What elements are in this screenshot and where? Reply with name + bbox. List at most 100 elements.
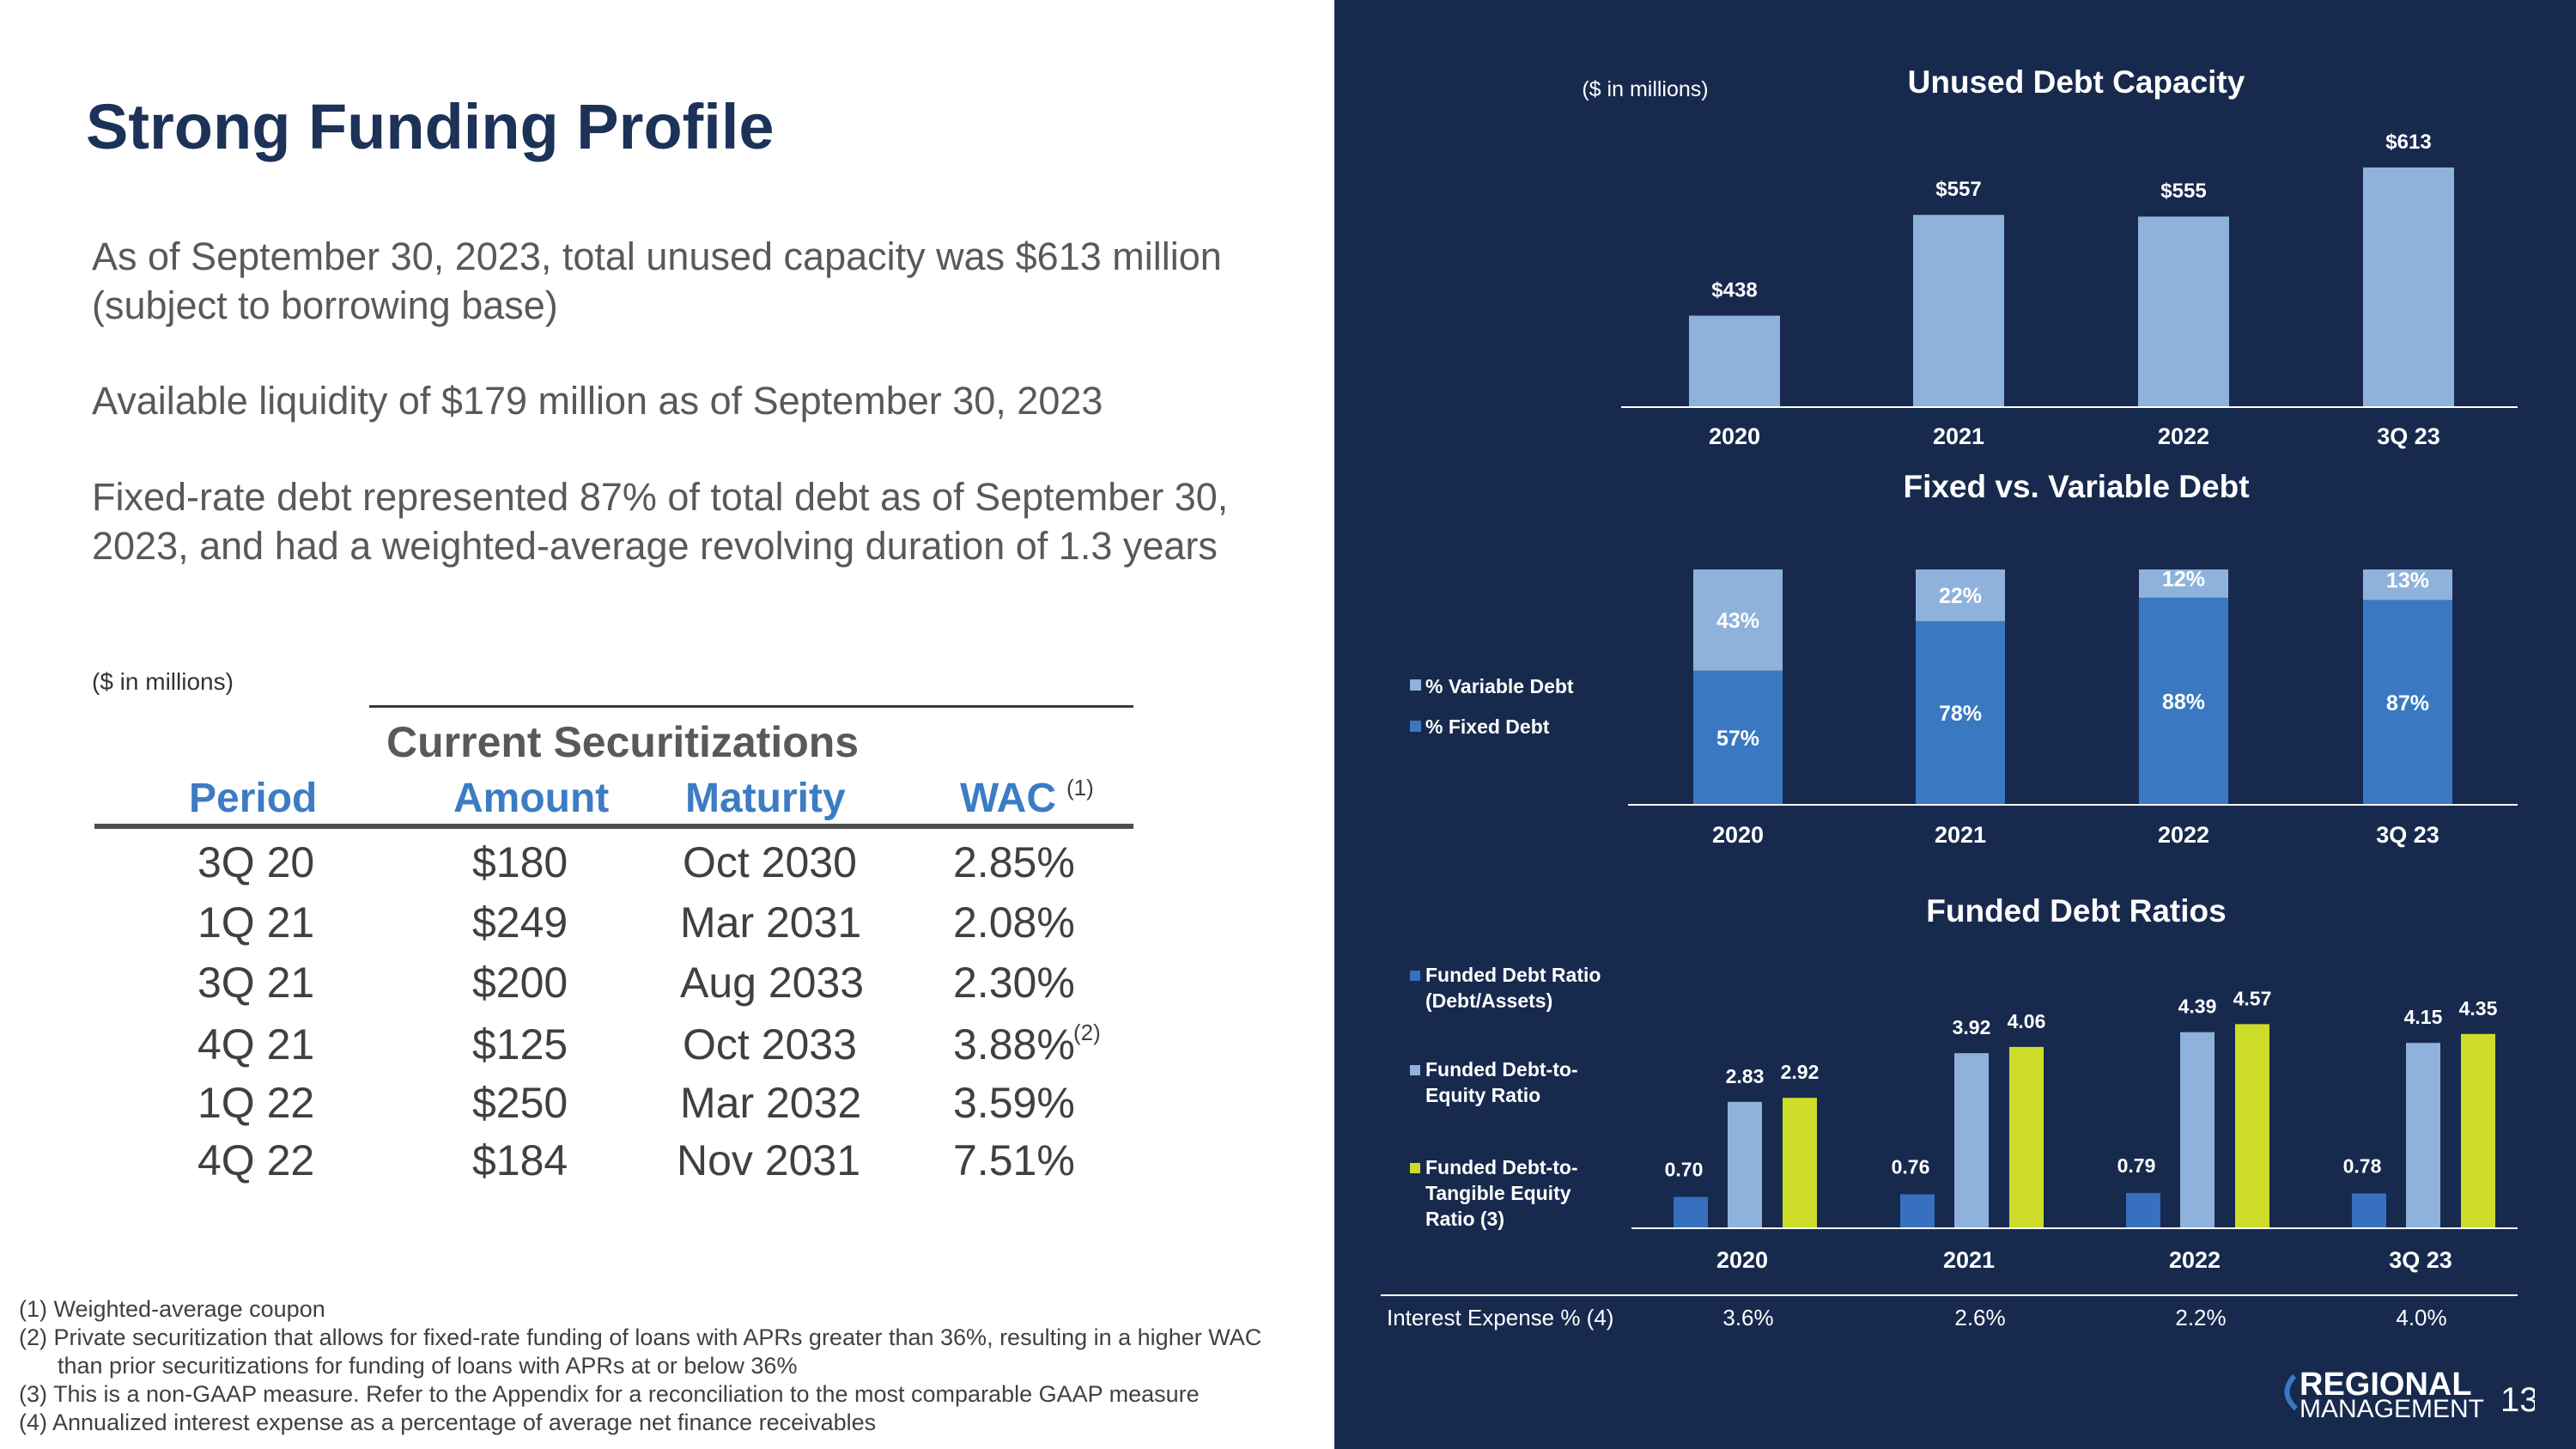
bar-variable-debt — [2139, 569, 2228, 598]
bar-debt-assets — [2352, 1193, 2386, 1228]
cell-period: 3Q 20 — [197, 838, 315, 886]
securitizations-title: Current Securitizations — [386, 718, 860, 766]
cell-period: 1Q 22 — [197, 1079, 315, 1127]
table-row: 3Q 21 $200 Aug 2033 2.30% — [0, 958, 1202, 1018]
x-tick-fixed-variable: 2021 — [1935, 822, 1986, 848]
logo-line1: REGIONAL — [2300, 1367, 2472, 1403]
data-label-ratio: 0.79 — [2117, 1154, 2156, 1177]
regional-logo-icon: REGIONAL MANAGEMENT 13 — [2284, 1367, 2539, 1423]
company-logo: REGIONAL MANAGEMENT 13 — [2277, 1364, 2539, 1428]
bar-fixed-debt — [2139, 597, 2228, 805]
x-tick-unused: 3Q 23 — [2377, 423, 2440, 449]
data-label-fixed: 88% — [2162, 690, 2205, 714]
x-tick-unused: 2020 — [1709, 423, 1760, 449]
cell-wac: 2.85% — [953, 838, 1075, 886]
legend-ratio-label: Equity Ratio — [1425, 1084, 1540, 1106]
table-row: 4Q 22 $184 Nov 2031 7.51% — [0, 1135, 1202, 1196]
data-label-unused: $613 — [2385, 131, 2431, 154]
cell-wac: 3.59% — [953, 1079, 1075, 1127]
legend-swatch-ratio — [1410, 1163, 1420, 1173]
cell-period: 1Q 21 — [197, 898, 315, 947]
bar-unused-capacity — [1689, 315, 1780, 407]
bar-debt-equity — [1954, 1053, 1989, 1228]
interest-expense-label: Interest Expense % (4) — [1387, 1305, 1613, 1330]
legend-swatch-fixed — [1410, 721, 1421, 732]
cell-wac: 3.88% — [953, 1020, 1075, 1068]
chart-title-fixed-variable: Fixed vs. Variable Debt — [1903, 469, 2249, 504]
bar-variable-debt — [2363, 569, 2452, 600]
x-tick-ratios: 3Q 23 — [2389, 1247, 2452, 1273]
bar-unused-capacity — [2138, 216, 2229, 407]
data-label-variable: 13% — [2386, 569, 2429, 593]
logo-line2: MANAGEMENT — [2300, 1395, 2484, 1423]
data-label-unused: $557 — [1935, 178, 1981, 201]
cell-amount: $184 — [472, 1136, 568, 1184]
legend-swatch-ratio — [1410, 971, 1420, 981]
bar-debt-tangible-equity — [2009, 1046, 2044, 1228]
legend-ratio-label: Funded Debt-to- — [1425, 1058, 1578, 1081]
right-units: ($ in millions) — [1582, 77, 1708, 101]
x-tick-ratios: 2022 — [2169, 1247, 2221, 1273]
bar-debt-assets — [2126, 1192, 2160, 1228]
x-tick-unused: 2022 — [2158, 423, 2209, 449]
securitizations-units: ($ in millions) — [92, 668, 234, 695]
x-tick-ratios: 2021 — [1943, 1247, 1995, 1273]
bar-unused-capacity — [1913, 215, 2004, 407]
table-row: 1Q 21 $249 Mar 2031 2.08% — [0, 898, 1202, 958]
bullet-liquidity: Available liquidity of $179 million as o… — [92, 379, 1103, 423]
cell-maturity: Aug 2033 — [680, 959, 865, 1007]
data-label-ratio: 0.70 — [1665, 1159, 1704, 1181]
data-label-ratio: 4.35 — [2459, 997, 2498, 1020]
bar-debt-assets — [1900, 1194, 1935, 1228]
footnote-2: (2) Private securitization that allows f… — [19, 1324, 1262, 1350]
table-row: 4Q 21 $125 Oct 2033 3.88% (2) — [0, 1020, 1202, 1080]
bar-debt-tangible-equity — [2461, 1033, 2495, 1228]
header-amount: Amount — [453, 776, 610, 821]
cell-period: 4Q 21 — [197, 1020, 315, 1068]
page-title: Strong Funding Profile — [86, 91, 775, 162]
wac-footnote-marker: (1) — [1066, 775, 1094, 801]
interest-expense-value: 2.2% — [2175, 1305, 2226, 1330]
data-label-ratio: 4.15 — [2404, 1006, 2443, 1028]
wac-row-footnote-marker: (2) — [1073, 1020, 1101, 1045]
legend-ratio-label: Ratio (3) — [1425, 1208, 1504, 1230]
data-label-fixed: 78% — [1939, 702, 1982, 726]
data-label-ratio: 2.83 — [1726, 1065, 1765, 1087]
x-tick-ratios: 2020 — [1716, 1247, 1768, 1273]
data-label-ratio: 0.78 — [2343, 1154, 2382, 1177]
data-label-ratio: 0.76 — [1892, 1155, 1930, 1178]
data-label-variable: 22% — [1939, 584, 1982, 608]
data-label-variable: 43% — [1716, 609, 1759, 633]
data-label-ratio: 4.57 — [2233, 987, 2272, 1009]
cell-wac: 2.08% — [953, 898, 1075, 947]
cell-maturity: Oct 2030 — [683, 838, 857, 886]
chart-title-ratios: Funded Debt Ratios — [1926, 893, 2226, 928]
cell-wac: 2.30% — [953, 959, 1075, 1007]
bar-debt-tangible-equity — [2235, 1024, 2269, 1228]
data-label-variable: 12% — [2162, 567, 2205, 591]
cell-period: 3Q 21 — [197, 959, 315, 1007]
legend-ratio-label: (Debt/Assets) — [1425, 989, 1552, 1012]
data-label-ratio: 4.39 — [2178, 995, 2217, 1018]
header-maturity: Maturity — [685, 776, 846, 821]
footnote-1: (1) Weighted-average coupon — [19, 1296, 325, 1322]
x-tick-fixed-variable: 3Q 23 — [2376, 822, 2439, 848]
cell-period: 4Q 22 — [197, 1136, 315, 1184]
footnote-4: (4) Annualized interest expense as a per… — [19, 1409, 877, 1435]
cell-maturity: Oct 2033 — [683, 1020, 857, 1068]
data-label-ratio: 3.92 — [1953, 1016, 1991, 1038]
data-label-fixed: 87% — [2386, 691, 2429, 715]
cell-maturity: Mar 2032 — [680, 1079, 862, 1127]
interest-expense-value: 3.6% — [1722, 1305, 1773, 1330]
legend-variable: % Variable Debt — [1425, 675, 1574, 697]
cell-amount: $200 — [472, 959, 568, 1007]
footnote-3: (3) This is a non-GAAP measure. Refer to… — [19, 1381, 1200, 1407]
data-label-ratio: 2.92 — [1781, 1061, 1820, 1083]
bar-debt-equity — [2406, 1043, 2440, 1228]
table-header-rule — [94, 824, 1133, 829]
bar-fixed-debt — [2363, 600, 2452, 805]
x-tick-unused: 2021 — [1933, 423, 1984, 449]
interest-expense-value: 4.0% — [2396, 1305, 2446, 1330]
legend-ratio-label: Tangible Equity — [1425, 1182, 1571, 1204]
table-top-rule — [369, 705, 1133, 708]
